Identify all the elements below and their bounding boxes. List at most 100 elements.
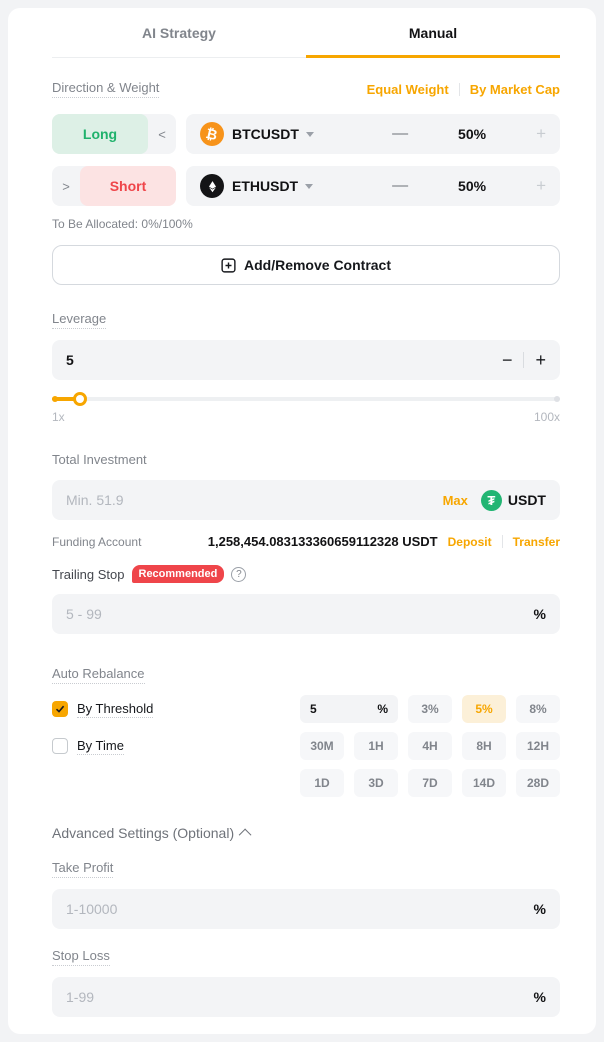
slider-start-dot bbox=[52, 396, 58, 402]
divider bbox=[501, 535, 503, 548]
trailing-stop-input[interactable] bbox=[66, 606, 534, 622]
time-option-28d[interactable]: 28D bbox=[516, 769, 560, 797]
time-option-4h[interactable]: 4H bbox=[408, 732, 452, 760]
threshold-option-3[interactable]: 3% bbox=[408, 695, 452, 723]
contract-symbol[interactable]: ETHUSDT bbox=[232, 178, 299, 194]
auto-rebalance-label: Auto Rebalance bbox=[52, 666, 145, 684]
contract-pill-eth: ETHUSDT — 50% + bbox=[186, 166, 560, 206]
short-segment[interactable]: Short bbox=[80, 166, 176, 206]
percent-unit: % bbox=[533, 989, 546, 1005]
eth-icon bbox=[200, 174, 224, 198]
threshold-option-8[interactable]: 8% bbox=[516, 695, 560, 723]
chevron-down-icon[interactable] bbox=[305, 183, 314, 189]
leverage-max-label: 100x bbox=[533, 410, 560, 424]
time-option-8h[interactable]: 8H bbox=[462, 732, 506, 760]
time-option-1h[interactable]: 1H bbox=[354, 732, 398, 760]
leverage-slider[interactable] bbox=[52, 392, 560, 406]
threshold-input-box: % bbox=[300, 695, 398, 723]
by-threshold-label: By Threshold bbox=[77, 700, 154, 718]
time-option-12h[interactable]: 12H bbox=[516, 732, 560, 760]
chevron-up-icon bbox=[238, 828, 252, 841]
usdt-icon: ₮ bbox=[480, 489, 502, 511]
leverage-min-label: 1x bbox=[52, 410, 65, 424]
time-option-3d[interactable]: 3D bbox=[354, 769, 398, 797]
chevron-down-icon[interactable] bbox=[305, 131, 314, 137]
asset-row-btc: Long < ₿ BTCUSDT — 50% + bbox=[52, 114, 560, 154]
funding-account-balance: 1,258,454.083133360659112328 USDT bbox=[207, 534, 438, 549]
divider bbox=[458, 82, 460, 96]
leverage-input[interactable] bbox=[66, 352, 502, 368]
strategy-panel: AI Strategy Manual Direction & Weight Eq… bbox=[8, 8, 596, 1034]
add-remove-contract-button[interactable]: Add/Remove Contract bbox=[52, 245, 560, 285]
transfer-link[interactable]: Transfer bbox=[512, 534, 560, 549]
percent-unit: % bbox=[533, 606, 546, 622]
weight-minus-button[interactable]: — bbox=[392, 177, 409, 194]
add-remove-contract-label: Add/Remove Contract bbox=[243, 257, 392, 273]
stop-loss-input[interactable] bbox=[66, 989, 534, 1005]
asset-rows: Long < ₿ BTCUSDT — 50% + > Short ETHU bbox=[52, 114, 560, 206]
slider-fill bbox=[52, 397, 80, 401]
weight-value: 50% bbox=[458, 178, 487, 194]
investment-input-box: Max ₮ USDT bbox=[52, 480, 560, 520]
long-segment[interactable]: Long bbox=[52, 114, 148, 154]
trailing-stop-header: Trailing Stop Recommended ? bbox=[52, 565, 560, 583]
direction-weight-header: Direction & Weight Equal Weight By Marke… bbox=[52, 80, 560, 98]
threshold-input[interactable] bbox=[310, 702, 378, 716]
time-option-14d[interactable]: 14D bbox=[462, 769, 506, 797]
take-profit-label: Take Profit bbox=[52, 860, 114, 878]
stop-loss-input-box: % bbox=[52, 977, 560, 1017]
funding-account-label: Funding Account bbox=[52, 534, 142, 549]
slider-end-dot bbox=[554, 396, 560, 402]
tab-ai-strategy[interactable]: AI Strategy bbox=[52, 8, 306, 58]
take-profit-input[interactable] bbox=[66, 901, 534, 917]
divider bbox=[523, 352, 525, 368]
recommended-badge: Recommended bbox=[131, 565, 225, 583]
time-option-1d[interactable]: 1D bbox=[300, 769, 344, 797]
trailing-stop-label: Trailing Stop bbox=[52, 566, 125, 582]
direction-toggle-short[interactable]: > Short bbox=[52, 166, 176, 206]
investment-input[interactable] bbox=[66, 492, 443, 508]
help-icon[interactable]: ? bbox=[231, 566, 247, 582]
check-icon bbox=[55, 705, 65, 713]
slider-track[interactable] bbox=[52, 397, 560, 401]
weight-plus-button[interactable]: + bbox=[536, 124, 546, 143]
tab-manual[interactable]: Manual bbox=[306, 8, 560, 58]
weight-minus-button[interactable]: — bbox=[392, 125, 409, 142]
leverage-minus-button[interactable]: − bbox=[501, 350, 513, 370]
stop-loss-label: Stop Loss bbox=[52, 948, 110, 966]
total-investment-label: Total Investment bbox=[52, 452, 147, 467]
time-option-30m[interactable]: 30M bbox=[300, 732, 344, 760]
take-profit-input-box: % bbox=[52, 889, 560, 929]
deposit-link[interactable]: Deposit bbox=[447, 534, 492, 549]
trailing-stop-input-box: % bbox=[52, 594, 560, 634]
by-threshold-checkbox[interactable] bbox=[52, 701, 68, 717]
by-threshold-row: By Threshold bbox=[52, 695, 290, 723]
threshold-option-5[interactable]: 5% bbox=[462, 695, 506, 723]
by-time-checkbox[interactable] bbox=[52, 738, 68, 754]
chevron-left-icon[interactable]: < bbox=[158, 126, 166, 142]
plus-square-icon bbox=[221, 257, 236, 273]
weight-value: 50% bbox=[458, 126, 487, 142]
direction-toggle-long[interactable]: Long < bbox=[52, 114, 176, 154]
btc-icon: ₿ bbox=[200, 122, 224, 146]
asset-row-eth: > Short ETHUSDT — 50% + bbox=[52, 166, 560, 206]
max-button[interactable]: Max bbox=[442, 492, 468, 508]
time-option-7d[interactable]: 7D bbox=[408, 769, 452, 797]
advanced-settings-toggle[interactable]: Advanced Settings (Optional) bbox=[52, 825, 560, 841]
contract-pill-btc: ₿ BTCUSDT — 50% + bbox=[186, 114, 560, 154]
leverage-label: Leverage bbox=[52, 311, 107, 329]
leverage-input-box: − + bbox=[52, 340, 560, 380]
currency-label: USDT bbox=[507, 492, 546, 508]
direction-weight-label: Direction & Weight bbox=[52, 80, 160, 98]
tab-bar: AI Strategy Manual bbox=[52, 8, 560, 58]
slider-labels: 1x 100x bbox=[52, 410, 560, 424]
by-market-cap-link[interactable]: By Market Cap bbox=[469, 81, 560, 97]
equal-weight-link[interactable]: Equal Weight bbox=[366, 81, 449, 97]
contract-symbol[interactable]: BTCUSDT bbox=[232, 126, 299, 142]
funding-account-row: Funding Account 1,258,454.08313336065911… bbox=[52, 534, 560, 549]
slider-handle[interactable] bbox=[72, 392, 87, 406]
auto-rebalance-grid: By Threshold % 3% 5% 8% By Time 30M 1H 4… bbox=[52, 695, 560, 797]
chevron-right-icon[interactable]: > bbox=[62, 178, 70, 194]
leverage-plus-button[interactable]: + bbox=[535, 350, 546, 370]
weight-plus-button[interactable]: + bbox=[536, 176, 546, 195]
